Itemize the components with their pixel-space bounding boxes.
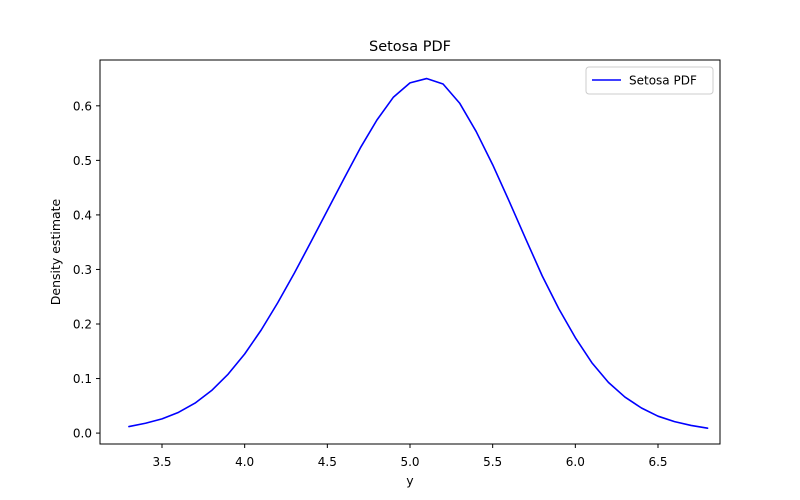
x-tick-label: 4.5 [318, 455, 337, 469]
y-tick-label: 0.1 [73, 372, 92, 386]
x-tick-label: 3.5 [152, 455, 171, 469]
legend-box [585, 66, 714, 95]
y-tick-label: 0.4 [73, 208, 92, 222]
x-axis-ticks: 3.5 4.0 4.5 5.0 5.5 6.0 6.5 [152, 444, 668, 469]
chart-title: Setosa PDF [369, 39, 451, 55]
y-tick-label: 0.0 [73, 427, 92, 441]
y-axis-label: Density estimate [48, 198, 63, 305]
x-axis-label: y [406, 473, 414, 488]
series-line-setosa-pdf [128, 77, 709, 429]
x-tick-label: 5.0 [400, 455, 419, 469]
x-tick-label: 5.5 [483, 455, 502, 469]
x-tick-label: 6.0 [566, 455, 585, 469]
legend: Setosa PDF [585, 66, 714, 95]
legend-label-setosa-pdf: Setosa PDF [629, 74, 697, 88]
y-tick-label: 0.6 [73, 99, 92, 113]
y-axis-ticks: 0.0 0.1 0.2 0.3 0.4 0.5 0.6 [73, 99, 100, 441]
y-tick-label: 0.3 [73, 263, 92, 277]
x-tick-label: 6.5 [648, 455, 667, 469]
y-tick-label: 0.5 [73, 154, 92, 168]
y-tick-label: 0.2 [73, 318, 92, 332]
x-tick-label: 4.0 [235, 455, 254, 469]
